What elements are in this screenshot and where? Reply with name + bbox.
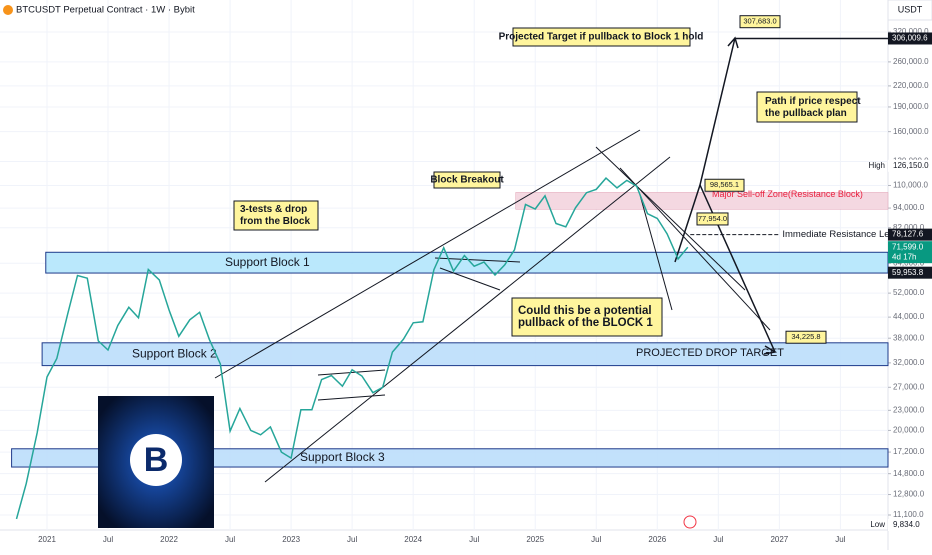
x-tick-label: 2024 [404, 535, 422, 544]
target-box [739, 15, 781, 29]
x-tick-label: Jul [469, 535, 479, 544]
y-tick-label: 32,000.0 [893, 358, 925, 367]
callout-text: Could this be a potential pullback of the… [518, 305, 653, 329]
high-label: 126,150.0 [893, 161, 929, 170]
zone-label: Major Sell-off Zone(Resistance Block) [712, 189, 863, 199]
price-tag [888, 32, 932, 45]
price-tag-label: 59,953.8 [892, 268, 924, 277]
y-tick-label: 220,000.0 [893, 81, 929, 90]
callout: Block Breakout [430, 171, 504, 189]
target-label: 307,683.0 [743, 17, 776, 26]
x-tick-label: Jul [103, 535, 113, 544]
bitcoin-logo: B [98, 396, 214, 528]
y-tick-label: 94,000.0 [893, 203, 925, 212]
zone-label: Support Block 3 [300, 450, 385, 464]
y-tick-label: 260,000.0 [893, 57, 929, 66]
plot [15, 177, 689, 520]
low-label: 9,834.0 [893, 520, 920, 529]
drop-target-label: PROJECTED DROP TARGET [636, 347, 784, 359]
y-tick-label: 82,000.0 [893, 223, 925, 232]
currency-box [887, 0, 932, 21]
target-label: 98,565.1 [710, 180, 739, 189]
callout-text: Block Breakout [430, 175, 504, 186]
x-tick-label: 2022 [160, 535, 178, 544]
y-tick-label: 20,000.0 [893, 426, 925, 435]
x-tick-label: 2026 [648, 535, 666, 544]
y-tick-label: 52,000.0 [893, 288, 925, 297]
overlay: Immediate Resistance Level PROJECTED DROP… [636, 15, 932, 531]
x-tick-label: 2025 [526, 535, 544, 544]
callout-text: 3-tests & drop from the Block [240, 204, 310, 227]
x-tick-label: Jul [591, 535, 601, 544]
price-tag [888, 266, 932, 279]
y-tick-label: 320,000.0 [893, 27, 929, 36]
price-line [15, 177, 689, 520]
target-box [785, 330, 827, 344]
target-box [696, 212, 729, 226]
event-icon [683, 515, 697, 529]
low-tag [888, 519, 932, 531]
chart-title: BTCUSDT Perpetual Contract · 1W · Bybit [16, 5, 195, 16]
x-tick-label: Jul [347, 535, 357, 544]
zone-label: Support Block 2 [132, 346, 217, 360]
zone [11, 448, 889, 468]
price-tag-label: 78,127.6 [892, 230, 924, 239]
target-label: 77,954.0 [698, 214, 727, 223]
resistance-label: Immediate Resistance Level [782, 229, 901, 240]
high-tag [888, 159, 932, 172]
y-tick-label: 12,800.0 [893, 490, 925, 499]
zone [41, 342, 889, 367]
zone-label: Support Block 1 [225, 255, 310, 269]
y-tick-label: 27,000.0 [893, 382, 925, 391]
svg-text:B: B [144, 441, 169, 479]
y-tick-label: 38,000.0 [893, 333, 925, 342]
currency: USDT [898, 4, 923, 14]
callout-text: Path if price respect the pullback plan [765, 96, 861, 119]
countdown: 4d 17h [892, 252, 916, 261]
y-tick-label: 190,000.0 [893, 102, 929, 111]
y-tick-label: 44,000.0 [893, 312, 925, 321]
symbol-icon [3, 5, 13, 15]
zone [45, 251, 889, 274]
price-tag-label: 306,009.6 [892, 34, 928, 43]
price-tag-label: 71,599.0 [892, 242, 924, 251]
x-tick-label: Jul [835, 535, 845, 544]
target-box [704, 178, 745, 192]
callout-text: Projected Target if pullback to Block 1 … [499, 32, 704, 43]
price-tag [888, 228, 932, 241]
high-text: High [869, 161, 885, 170]
low-text: Low [870, 520, 885, 529]
x-tick-label: Jul [225, 535, 235, 544]
y-tick-label: 160,000.0 [893, 127, 929, 136]
y-tick-label: 23,000.0 [893, 405, 925, 414]
x-tick-label: 2021 [38, 535, 56, 544]
price-tag [888, 241, 932, 264]
x-tick-label: 2023 [282, 535, 300, 544]
zones: Support Block 1 Support Block 2 Support Bl… [11, 189, 889, 468]
callout: Path if price respect the pullback plan [756, 91, 861, 123]
y-tick-label: 11,100.0 [893, 510, 924, 519]
callout: Projected Target if pullback to Block 1 … [499, 27, 704, 47]
trend-lines [214, 129, 771, 483]
callout: Could this be a potential pullback of the… [511, 297, 663, 337]
y-tick-label: 17,200.0 [893, 447, 925, 456]
x-tick-label: Jul [713, 535, 723, 544]
y-tick-label: 110,000.0 [893, 181, 929, 190]
x-tick-label: 2027 [770, 535, 788, 544]
callout: 3-tests & drop from the Block [233, 200, 319, 231]
y-tick-label: 14,800.0 [893, 469, 925, 478]
target-label: 34,225.8 [791, 332, 820, 341]
zone [515, 192, 889, 210]
